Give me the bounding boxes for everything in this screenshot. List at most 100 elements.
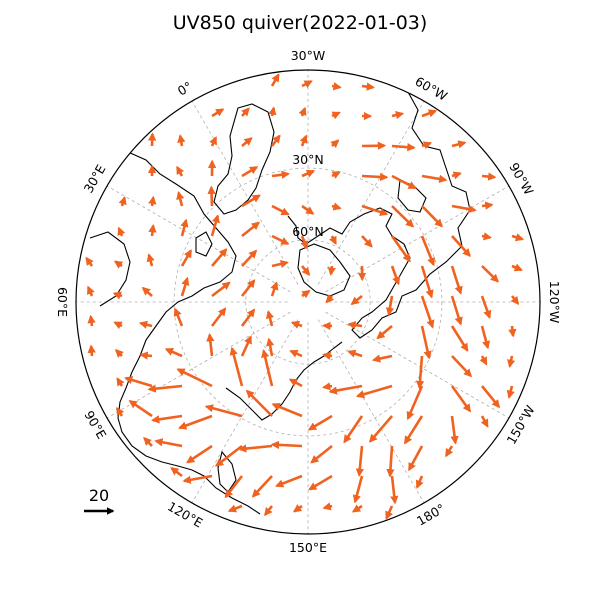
wind-arrow bbox=[265, 310, 274, 327]
wind-arrow bbox=[240, 279, 256, 297]
wind-arrow bbox=[85, 256, 94, 267]
wind-arrow bbox=[331, 111, 341, 120]
wind-arrow bbox=[271, 170, 290, 179]
wind-arrow bbox=[270, 134, 281, 147]
wind-arrow bbox=[301, 80, 313, 89]
wind-arrow bbox=[325, 294, 335, 304]
wind-arrow bbox=[301, 169, 316, 178]
coastline-africa bbox=[89, 231, 131, 307]
wind-arrow bbox=[511, 233, 525, 242]
wind-arrow bbox=[117, 226, 126, 237]
wind-arrow bbox=[87, 314, 96, 327]
wind-arrow bbox=[330, 139, 340, 149]
lon-label-150e: 150°E bbox=[289, 540, 327, 555]
wind-arrow bbox=[300, 265, 311, 276]
graticule-labels: 30°N 60°N 30°W 60°W 90°W 120°W 150°W 180… bbox=[55, 48, 562, 555]
wind-arrow bbox=[322, 502, 333, 511]
wind-arrow bbox=[139, 351, 153, 360]
wind-arrow bbox=[261, 349, 274, 387]
wind-arrow bbox=[182, 474, 213, 484]
wind-arrow bbox=[271, 234, 290, 245]
wind-arrow bbox=[451, 204, 477, 214]
coastline-arctic-islands bbox=[297, 243, 351, 297]
wind-arrow bbox=[510, 295, 520, 306]
wind-arrow bbox=[480, 325, 491, 350]
wind-arrow bbox=[347, 349, 363, 358]
meridian-line bbox=[317, 100, 425, 285]
lon-label-30w: 30°W bbox=[291, 48, 326, 63]
wind-arrow bbox=[480, 295, 492, 319]
coastline-europe bbox=[127, 151, 237, 341]
wind-arrow bbox=[289, 349, 303, 358]
wind-arrow bbox=[420, 325, 432, 360]
wind-arrow bbox=[271, 259, 289, 269]
wind-arrow bbox=[450, 265, 463, 295]
wind-arrow bbox=[507, 355, 516, 369]
wind-arrow bbox=[138, 320, 153, 329]
wind-arrow bbox=[506, 385, 515, 399]
meridian-line bbox=[317, 319, 425, 504]
wind-arrow bbox=[481, 265, 499, 283]
wind-arrow bbox=[177, 134, 186, 147]
wind-arrow bbox=[391, 111, 405, 120]
wind-arrow bbox=[481, 172, 497, 181]
wind-arrow bbox=[154, 438, 183, 448]
wind-arrow bbox=[481, 232, 492, 241]
wind-arrow bbox=[327, 265, 336, 276]
coastline-greenland bbox=[213, 103, 275, 215]
lon-label-90e: 90°E bbox=[81, 408, 109, 442]
wind-arrow bbox=[186, 444, 213, 464]
wind-arrow bbox=[361, 204, 389, 216]
wind-arrow bbox=[268, 106, 277, 117]
quiver-key-label: 20 bbox=[89, 486, 109, 505]
wind-arrow bbox=[406, 385, 424, 421]
wind-arrow bbox=[224, 475, 244, 499]
wind-arrow bbox=[421, 141, 433, 150]
wind-arrow bbox=[238, 444, 273, 453]
wind-arrow bbox=[229, 346, 244, 387]
wind-arrow bbox=[385, 295, 395, 317]
wind-arrow bbox=[211, 108, 225, 118]
wind-arrow bbox=[328, 384, 363, 395]
lon-label-90w: 90°W bbox=[506, 160, 536, 197]
wind-arrow bbox=[211, 281, 231, 298]
coastline-asia bbox=[117, 339, 261, 515]
wind-arrow bbox=[391, 174, 417, 190]
wind-arrow bbox=[240, 308, 256, 327]
graticule bbox=[76, 70, 540, 534]
wind-arrow bbox=[479, 355, 488, 366]
wind-arrow bbox=[347, 320, 363, 330]
wind-arrow bbox=[164, 348, 183, 358]
wind-arrow bbox=[271, 204, 290, 216]
wind-arrow bbox=[241, 137, 253, 148]
wind-arrow bbox=[115, 407, 125, 417]
wind-arrow bbox=[118, 196, 127, 207]
wind-arrow bbox=[211, 248, 228, 267]
wind-arrow bbox=[361, 235, 373, 248]
wind-arrow bbox=[352, 475, 364, 504]
wind-arrow bbox=[301, 204, 315, 215]
wind-arrow bbox=[176, 368, 213, 388]
wind-arrow bbox=[241, 107, 250, 117]
latitude-circle bbox=[245, 239, 371, 365]
wind-arrow bbox=[444, 445, 454, 458]
wind-arrow bbox=[391, 205, 415, 228]
wind-arrow bbox=[300, 235, 309, 250]
wind-arrow bbox=[376, 325, 393, 340]
wind-arrow bbox=[450, 415, 459, 445]
meridian-line bbox=[106, 311, 291, 419]
wind-arrow bbox=[420, 295, 435, 329]
lon-label-120w: 120°W bbox=[547, 281, 562, 323]
wind-arrow bbox=[147, 384, 183, 393]
latitude-circle bbox=[173, 167, 443, 437]
coastline-uk bbox=[195, 231, 213, 257]
wind-arrow bbox=[390, 235, 411, 263]
lat-label-60n: 60°N bbox=[292, 224, 324, 239]
wind-arrow bbox=[451, 140, 467, 149]
wind-arrow bbox=[210, 214, 220, 237]
quiver-key: 20 bbox=[84, 486, 115, 515]
wind-arrow bbox=[386, 445, 395, 478]
wind-arrow bbox=[173, 307, 184, 327]
wind-arrow bbox=[481, 201, 494, 210]
